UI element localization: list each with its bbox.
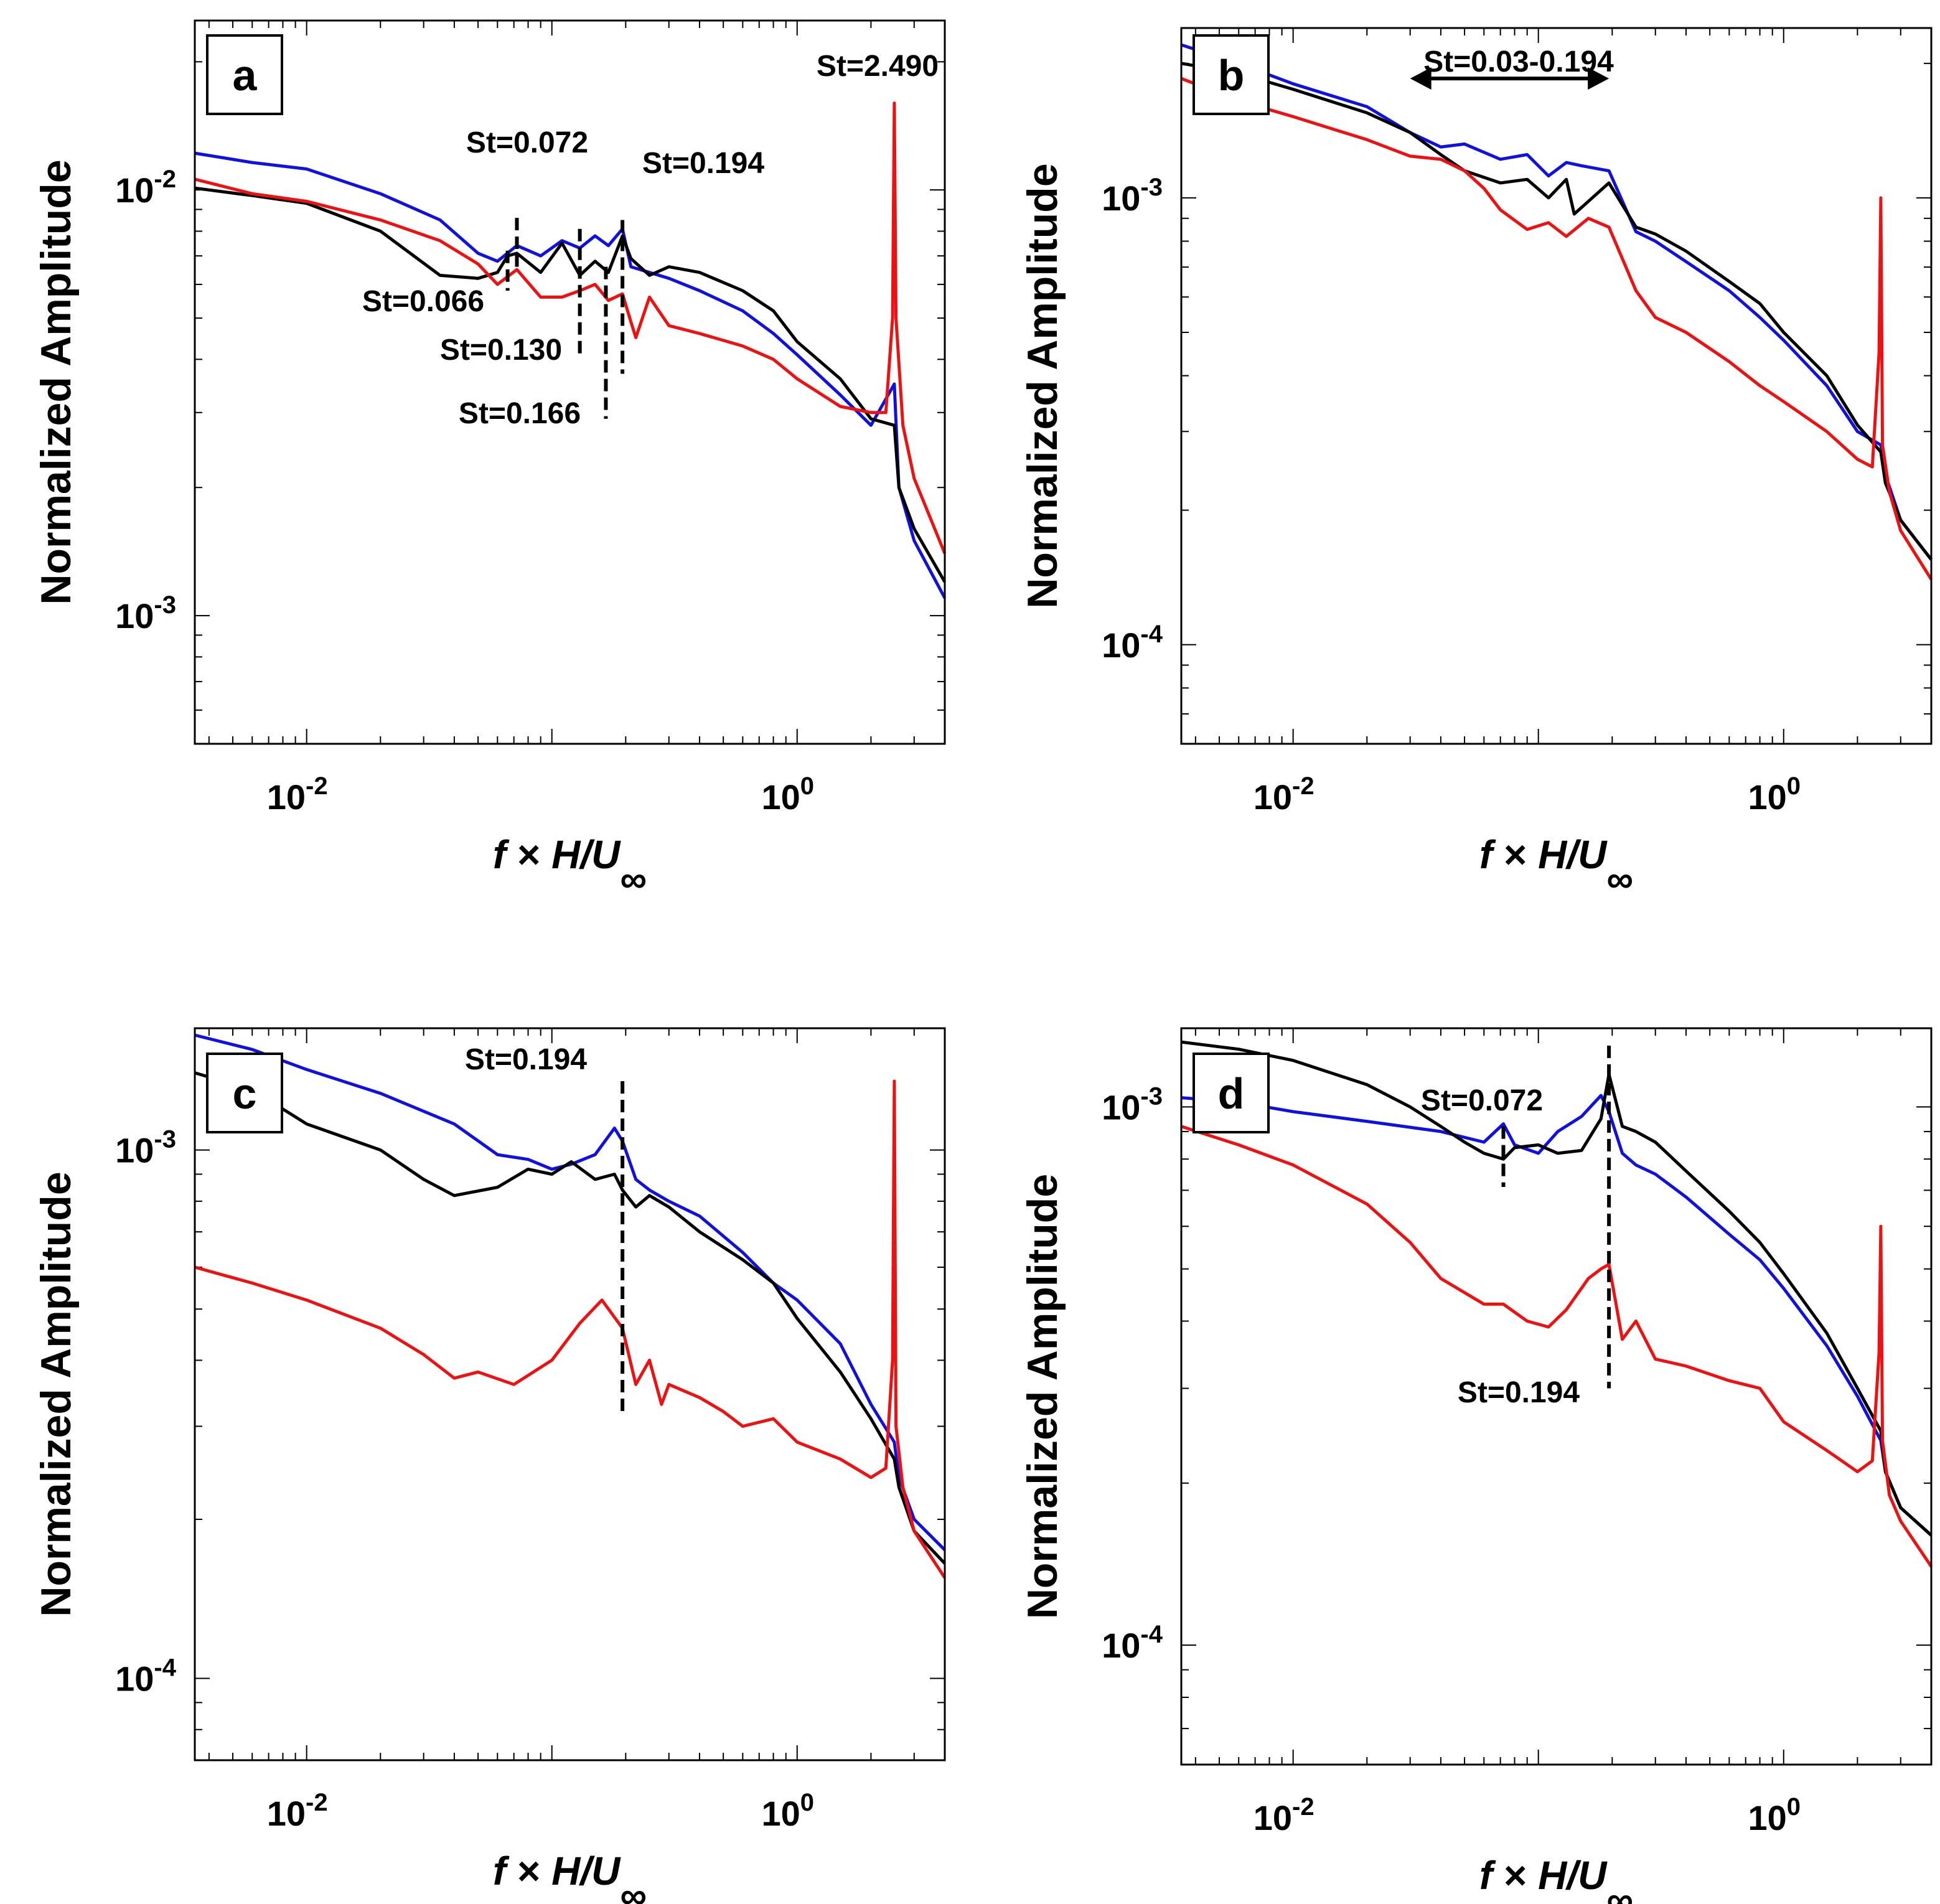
series-blue-line [194,1033,946,1551]
x-tick-label: 10-2 [1254,772,1314,817]
panel-b: 10-3 10-4 10-2 100 Normalized Amplitude f × H… [1019,27,1933,900]
y-tick-label: 10-4 [115,1654,177,1699]
panel-label-box [1193,1053,1270,1133]
x-tick-label: 100 [761,1789,814,1833]
st-annotation: St=0.03-0.194 [1423,45,1614,78]
x-axis-title: f × H/U∞ [1479,832,1633,900]
series-red-line [194,101,947,555]
st-annotation: St=0.130 [440,334,562,367]
series-black-line [194,1071,946,1565]
x-tick-label: 10-2 [267,1789,328,1833]
x-tick-label: 10-2 [1254,1793,1314,1837]
series-red-line [194,1079,947,1579]
st-annotation: St=0.072 [1421,1084,1543,1117]
y-tick-label: 10-3 [1102,174,1163,218]
x-tick-label: 100 [1748,772,1801,817]
st-annotation: St=2.490 [817,50,939,83]
panel-label: d [1218,1069,1245,1118]
series-red-line [1181,77,1933,581]
y-tick-label: 10-3 [1102,1082,1163,1127]
y-axis-title: Normalized Amplitude [1019,1174,1066,1619]
st-annotation: St=0.066 [362,285,484,318]
series-blue-line [1181,1094,1933,1537]
panel-a: 10-2 10-3 10-2 100 Normalized Amplitude f × H… [32,19,947,900]
st-annotation: St=0.194 [642,147,764,180]
panel-d: 10-3 10-4 10-2 100 Normalized Amplitude f × H… [1019,1027,1933,1904]
st-annotation: St=0.194 [465,1043,587,1076]
panel-label-box [206,1053,283,1133]
series-red-line [1181,1125,1933,1568]
st-annotation: St=0.166 [459,397,581,430]
range-arrow-head-left [1410,67,1432,90]
y-tick-label: 10-3 [115,591,176,635]
series-blue-line [194,151,947,599]
panel-label-box [206,34,283,115]
st-annotation: St=0.194 [1458,1376,1580,1409]
axes-frame [194,1027,946,1761]
axes-frame [194,19,946,745]
series-black-line [1181,1040,1933,1537]
panel-label-box [1193,34,1270,115]
x-tick-label: 10-2 [267,772,328,817]
axes-frame [1180,27,1933,745]
panel-label: a [233,51,258,100]
y-tick-label: 10-4 [1102,1621,1163,1665]
y-tick-label: 10-4 [1102,621,1163,665]
x-tick-label: 100 [761,772,814,817]
st-annotation: St=0.072 [466,126,588,159]
panel-c: 10-3 10-4 10-2 100 Normalized Amplitude f × H… [32,1027,947,1904]
x-axis-title: f × H/U∞ [1479,1853,1633,1904]
x-axis-title: f × H/U∞ [493,832,647,900]
y-axis-title: Normalized Amplitude [32,159,80,604]
panel-label: b [1218,51,1245,100]
x-axis-title: f × H/U∞ [493,1849,647,1904]
y-tick-label: 10-2 [115,166,176,210]
range-arrow-head-right [1588,67,1610,90]
y-axis-title: Normalized Amplitude [32,1171,80,1616]
series-black-line [194,186,947,583]
series-black-line [1181,62,1933,561]
y-axis-title: Normalized Amplitude [1019,163,1066,608]
y-tick-label: 10-3 [115,1126,176,1170]
series-blue-line [1181,43,1933,561]
x-tick-label: 100 [1748,1793,1801,1837]
panel-label: c [233,1069,257,1118]
axes-frame [1180,1027,1933,1766]
